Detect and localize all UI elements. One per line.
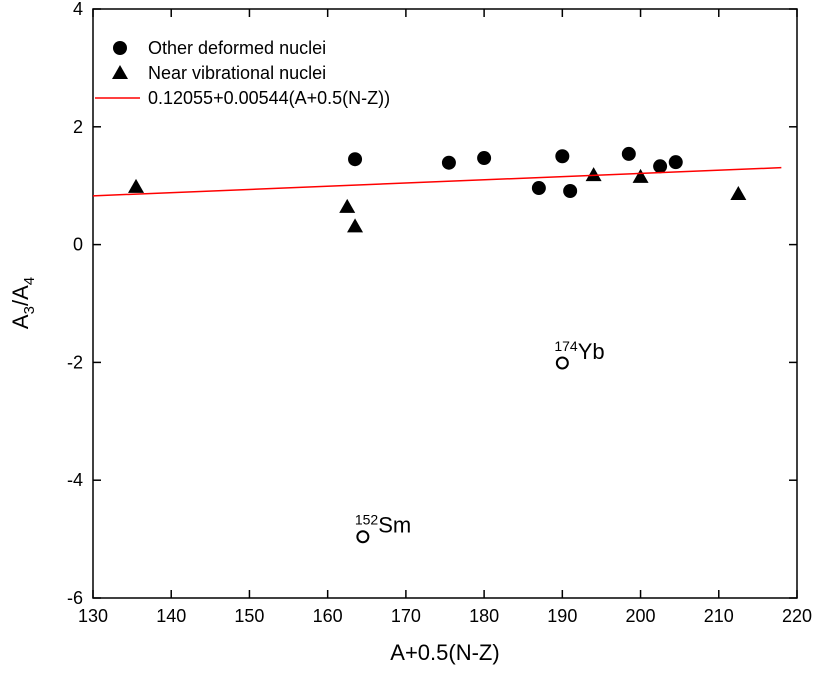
point xyxy=(347,218,364,233)
y-tick-label: 0 xyxy=(73,235,83,255)
y-label-part: A xyxy=(8,314,33,329)
legend-label: Other deformed nuclei xyxy=(148,38,326,58)
point xyxy=(531,181,546,196)
point xyxy=(668,155,683,170)
point-label: 152Sm xyxy=(355,512,411,538)
point xyxy=(585,167,602,182)
point xyxy=(356,530,370,544)
point xyxy=(348,152,363,167)
point xyxy=(441,155,456,170)
y-label-part: /A xyxy=(8,285,33,306)
legend-marker xyxy=(112,65,128,79)
y-tick-label: -6 xyxy=(67,588,83,608)
y-tick-label: 2 xyxy=(73,117,83,137)
y-tick-label: -2 xyxy=(67,352,83,372)
plot-frame xyxy=(92,8,798,599)
x-tick-label: 170 xyxy=(391,606,421,626)
y-axis-label: A3/A4 xyxy=(8,277,38,329)
x-tick-label: 210 xyxy=(704,606,734,626)
x-tick-label: 150 xyxy=(234,606,264,626)
point-label-sup: 152 xyxy=(355,512,379,528)
x-tick-label: 160 xyxy=(313,606,343,626)
legend-marker xyxy=(113,41,127,55)
point-label: 174Yb xyxy=(554,338,604,364)
point xyxy=(730,185,747,200)
x-tick-label: 200 xyxy=(626,606,656,626)
x-tick-label: 220 xyxy=(782,606,812,626)
point xyxy=(477,151,492,166)
point xyxy=(563,184,578,199)
point xyxy=(621,146,636,161)
x-tick-label: 190 xyxy=(547,606,577,626)
x-axis-label: A+0.5(N-Z) xyxy=(390,640,499,665)
y-tick-label: 4 xyxy=(73,0,83,19)
point xyxy=(128,178,145,193)
point xyxy=(339,198,356,213)
point xyxy=(555,356,569,370)
legend-label: 0.12055+0.00544(A+0.5(N-Z)) xyxy=(148,88,390,108)
point-label-text: Yb xyxy=(578,339,605,364)
point xyxy=(555,149,570,164)
point xyxy=(632,168,649,183)
x-tick-label: 130 xyxy=(78,606,108,626)
y-tick-label: -4 xyxy=(67,470,83,490)
point xyxy=(653,159,668,174)
legend-label: Near vibrational nuclei xyxy=(148,63,326,83)
x-tick-label: 180 xyxy=(469,606,499,626)
point-label-text: Sm xyxy=(378,513,411,538)
fit-line xyxy=(92,166,782,197)
x-tick-label: 140 xyxy=(156,606,186,626)
y-label-sub: 3 xyxy=(21,306,38,314)
y-label-sub: 4 xyxy=(21,277,38,285)
point-label-sup: 174 xyxy=(554,338,578,354)
